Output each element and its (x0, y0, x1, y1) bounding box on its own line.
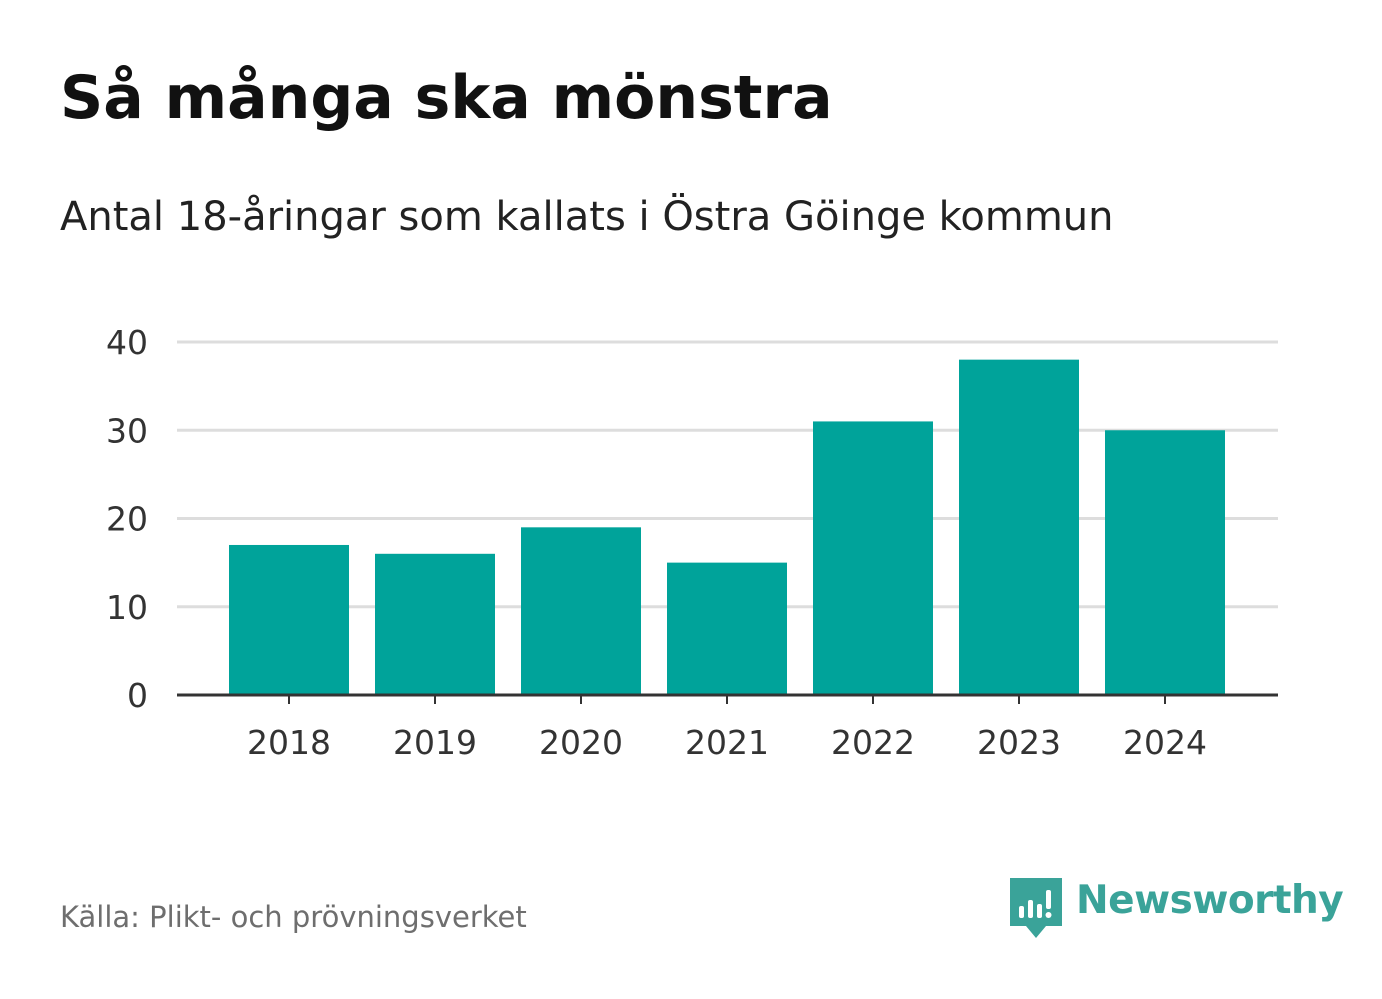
x-tick-label: 2019 (393, 723, 477, 762)
bar-2019 (375, 553, 495, 695)
bar-2022 (813, 421, 933, 695)
x-tick-label: 2022 (831, 723, 915, 762)
chart-subtitle: Antal 18-åringar som kallats i Östra Göi… (60, 194, 1114, 240)
y-tick-label: 0 (127, 676, 148, 715)
bar-2021 (667, 562, 787, 695)
chart-title: Så många ska mönstra (60, 63, 833, 133)
x-tick-label: 2018 (247, 723, 331, 762)
axis-labels: 0 10 20 30 40 2018 2019 2020 2021 2022 2023 2024 (106, 323, 1207, 762)
x-tick-label: 2023 (977, 723, 1061, 762)
x-tick-label: 2024 (1123, 723, 1207, 762)
brand-name: Newsworthy (1076, 878, 1344, 923)
bars (229, 359, 1225, 695)
y-tick-label: 10 (106, 588, 148, 627)
y-tick-label: 40 (106, 323, 148, 362)
brand-logo: Newsworthy (1010, 878, 1344, 942)
y-tick-label: 20 (106, 500, 148, 539)
x-tick-label: 2020 (539, 723, 623, 762)
y-tick-label: 30 (106, 411, 148, 450)
bar-2018 (229, 544, 349, 695)
axes (177, 693, 1278, 704)
x-tick-label: 2021 (685, 723, 769, 762)
bar-2024 (1105, 430, 1225, 695)
bar-2023 (959, 359, 1079, 695)
bar-2020 (521, 527, 641, 695)
source-note: Källa: Plikt- och prövningsverket (60, 900, 527, 934)
newsworthy-logo-icon (1010, 878, 1062, 938)
